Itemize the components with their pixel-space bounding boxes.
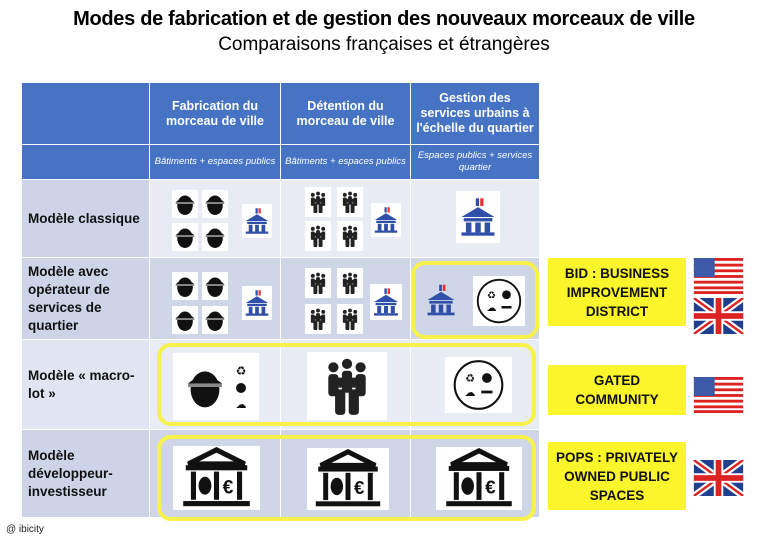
us-flag-icon [692, 377, 745, 413]
town-hall-icon [242, 286, 272, 320]
people-group-icon [337, 304, 363, 334]
helmet-icon [202, 190, 228, 218]
column-header: Détention du morceau de ville [281, 83, 411, 145]
uk-flag-icon [692, 298, 745, 334]
example-label: BID : BUSINESS IMPROVEMENT DISTRICT [548, 258, 686, 326]
urban-services-icon [445, 357, 512, 413]
uk-flag-icon [692, 460, 745, 496]
helmet-icon [172, 223, 198, 251]
helmet-icon [172, 306, 198, 334]
example-label: POPS : PRIVATELY OWNED PUBLIC SPACES [548, 442, 686, 510]
crowd-icon [307, 352, 387, 420]
page-subtitle: Comparaisons françaises et étrangères [218, 34, 550, 55]
helmet-icon [202, 272, 228, 300]
highlight-box [157, 343, 536, 426]
bank-euro-icon [436, 447, 522, 510]
bank-euro-icon [173, 446, 260, 510]
helmet-icon [202, 306, 228, 334]
us-flag-icon [692, 258, 745, 294]
town-hall-icon [371, 203, 401, 237]
credit: @ ibicity [6, 524, 44, 535]
column-scope: Espaces publics + services quartier [411, 145, 540, 180]
people-group-icon [337, 268, 363, 298]
svg-text:♻: ♻ [236, 364, 247, 378]
svg-text:☁: ☁ [236, 399, 247, 411]
highlight-box [157, 435, 536, 521]
row-label: Modèle « macro-lot » [22, 340, 150, 430]
subheader-corner [22, 145, 150, 180]
column-scope: Bâtiments + espaces publics [281, 145, 411, 180]
row-label: Modèle développeur-investisseur [22, 430, 150, 518]
helmet-icon [202, 223, 228, 251]
column-header: Fabrication du morceau de ville [150, 83, 281, 145]
people-group-icon [305, 268, 331, 298]
people-group-icon [305, 221, 331, 251]
page-title: Modes de fabrication et de gestion des n… [73, 8, 695, 30]
people-group-icon [305, 187, 331, 217]
town-hall-icon [242, 204, 272, 238]
highlight-box [411, 261, 539, 339]
town-hall-icon [370, 284, 402, 320]
helmet-icon [172, 272, 198, 300]
example-label: GATED COMMUNITY [548, 365, 686, 415]
town-hall-icon [456, 191, 500, 243]
column-scope: Bâtiments + espaces publics [150, 145, 281, 180]
operator-services-icon: ♻ ☁ [173, 353, 259, 420]
people-group-icon [337, 221, 363, 251]
header-corner [22, 83, 150, 145]
urban-services-icon [473, 276, 525, 326]
row-label: Modèle avec opérateur de services de qua… [22, 258, 150, 340]
helmet-icon [172, 190, 198, 218]
people-group-icon [305, 304, 331, 334]
row-label: Modèle classique [22, 180, 150, 258]
column-header: Gestion des services urbains à l'échelle… [411, 83, 540, 145]
bank-euro-icon [307, 448, 389, 510]
people-group-icon [337, 187, 363, 217]
